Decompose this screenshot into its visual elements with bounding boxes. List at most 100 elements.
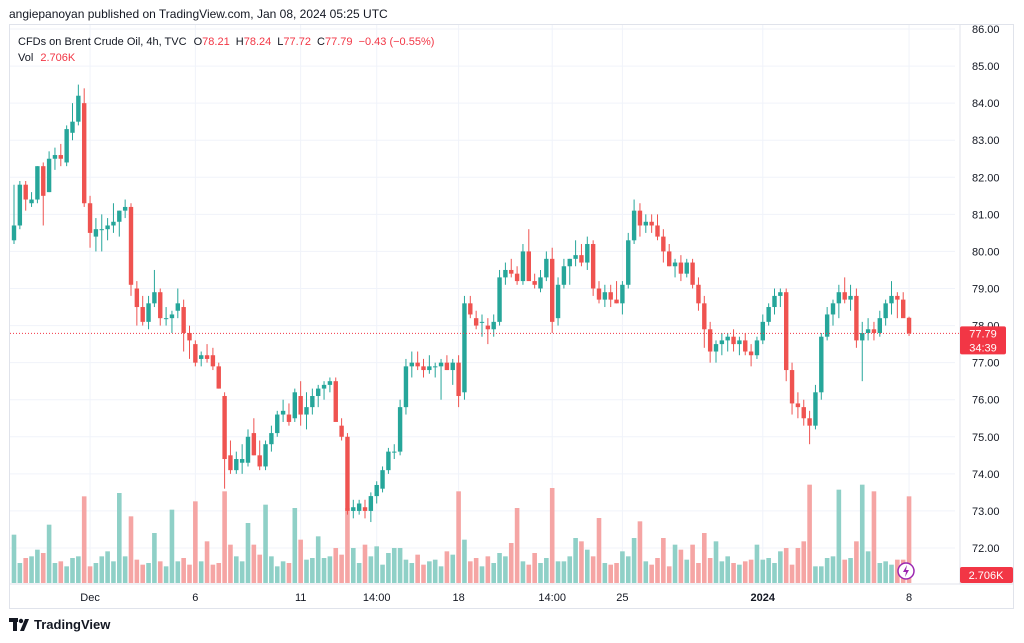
candle-body[interactable]	[550, 258, 555, 322]
candle-body[interactable]	[438, 362, 444, 367]
candle-body[interactable]	[421, 366, 426, 371]
candle-body[interactable]	[403, 366, 409, 408]
candle-body[interactable]	[216, 366, 221, 389]
candle-body[interactable]	[719, 340, 725, 345]
candle-body[interactable]	[316, 388, 321, 397]
candle-body[interactable]	[608, 292, 613, 300]
candle-body[interactable]	[199, 355, 204, 359]
candle-body[interactable]	[286, 414, 292, 422]
candle-body[interactable]	[140, 307, 145, 322]
candle-body[interactable]	[93, 229, 99, 237]
candle-body[interactable]	[620, 284, 625, 304]
candle-body[interactable]	[895, 295, 900, 300]
candle-body[interactable]	[649, 221, 654, 226]
candle-body[interactable]	[514, 273, 520, 282]
candle-body[interactable]	[304, 407, 309, 415]
candle-body[interactable]	[41, 166, 46, 196]
candle-body[interactable]	[573, 255, 578, 259]
candle-body[interactable]	[725, 336, 730, 341]
candle-body[interactable]	[321, 384, 327, 389]
candle-body[interactable]	[748, 351, 754, 356]
candle-body[interactable]	[778, 292, 783, 296]
candle-body[interactable]	[450, 362, 455, 371]
candle-body[interactable]	[362, 507, 368, 511]
candle-body[interactable]	[854, 295, 859, 341]
candle-body[interactable]	[70, 121, 75, 133]
candle-body[interactable]	[29, 199, 34, 204]
candle-body[interactable]	[433, 366, 438, 368]
candle-body[interactable]	[754, 340, 760, 356]
candle-body[interactable]	[368, 496, 374, 511]
candle-body[interactable]	[292, 392, 297, 419]
candle-body[interactable]	[637, 210, 643, 226]
candle-body[interactable]	[526, 251, 531, 282]
candle-body[interactable]	[544, 258, 549, 278]
candle-body[interactable]	[193, 344, 198, 363]
candle-body[interactable]	[865, 329, 871, 333]
candle-body[interactable]	[468, 303, 473, 315]
candle-body[interactable]	[789, 370, 795, 404]
candle-body[interactable]	[269, 433, 274, 445]
candle-body[interactable]	[117, 210, 122, 222]
candle-body[interactable]	[52, 155, 58, 159]
candle-body[interactable]	[626, 240, 631, 285]
candle-body[interactable]	[327, 381, 333, 385]
candle-body[interactable]	[444, 362, 450, 371]
candle-body[interactable]	[111, 221, 116, 226]
candle-body[interactable]	[760, 321, 765, 341]
candle-body[interactable]	[397, 407, 403, 452]
candle-body[interactable]	[819, 336, 824, 393]
candle-body[interactable]	[643, 221, 648, 226]
candle-body[interactable]	[842, 292, 847, 300]
candle-body[interactable]	[310, 396, 315, 408]
candle-body[interactable]	[374, 484, 379, 497]
candle-body[interactable]	[257, 455, 262, 467]
candle-body[interactable]	[661, 236, 666, 252]
candle-body[interactable]	[415, 362, 420, 367]
symbol-name[interactable]: CFDs on Brent Crude Oil, 4h, TVC	[18, 36, 187, 48]
candle-body[interactable]	[807, 418, 812, 426]
candle-body[interactable]	[87, 203, 93, 233]
candle-body[interactable]	[146, 303, 151, 322]
candle-body[interactable]	[672, 262, 678, 267]
candle-body[interactable]	[46, 158, 52, 193]
candle-body[interactable]	[339, 425, 344, 437]
candle-body[interactable]	[690, 262, 695, 285]
candle-body[interactable]	[737, 340, 742, 345]
candle-body[interactable]	[702, 303, 707, 330]
candle-body[interactable]	[824, 314, 830, 337]
candle-body[interactable]	[187, 332, 192, 341]
chart-frame[interactable]	[9, 24, 1014, 609]
candle-body[interactable]	[836, 292, 842, 304]
candle-body[interactable]	[280, 410, 286, 415]
candle-body[interactable]	[590, 244, 596, 289]
candle-body[interactable]	[409, 362, 414, 367]
candle-body[interactable]	[345, 436, 350, 511]
candle-body[interactable]	[128, 206, 134, 285]
candle-body[interactable]	[696, 284, 701, 304]
candle-body[interactable]	[356, 503, 362, 511]
candle-body[interactable]	[813, 392, 818, 426]
candle-body[interactable]	[380, 470, 385, 489]
candle-body[interactable]	[35, 166, 40, 200]
candle-body[interactable]	[158, 292, 163, 319]
candle-body[interactable]	[509, 269, 514, 274]
candle-body[interactable]	[830, 303, 836, 315]
candle-body[interactable]	[596, 288, 602, 300]
candle-body[interactable]	[877, 318, 882, 333]
candle-body[interactable]	[678, 262, 684, 274]
candle-body[interactable]	[23, 184, 28, 200]
candle-body[interactable]	[473, 318, 479, 326]
candle-body[interactable]	[105, 225, 110, 230]
candle-body[interactable]	[210, 355, 216, 367]
candle-body[interactable]	[538, 277, 543, 289]
candle-body[interactable]	[555, 284, 561, 319]
candle-body[interactable]	[906, 317, 912, 334]
candle-body[interactable]	[99, 229, 104, 231]
candle-body[interactable]	[11, 225, 17, 241]
candle-body[interactable]	[228, 455, 233, 471]
candle-body[interactable]	[181, 307, 186, 333]
candle-body[interactable]	[163, 318, 169, 320]
candle-body[interactable]	[239, 459, 245, 463]
